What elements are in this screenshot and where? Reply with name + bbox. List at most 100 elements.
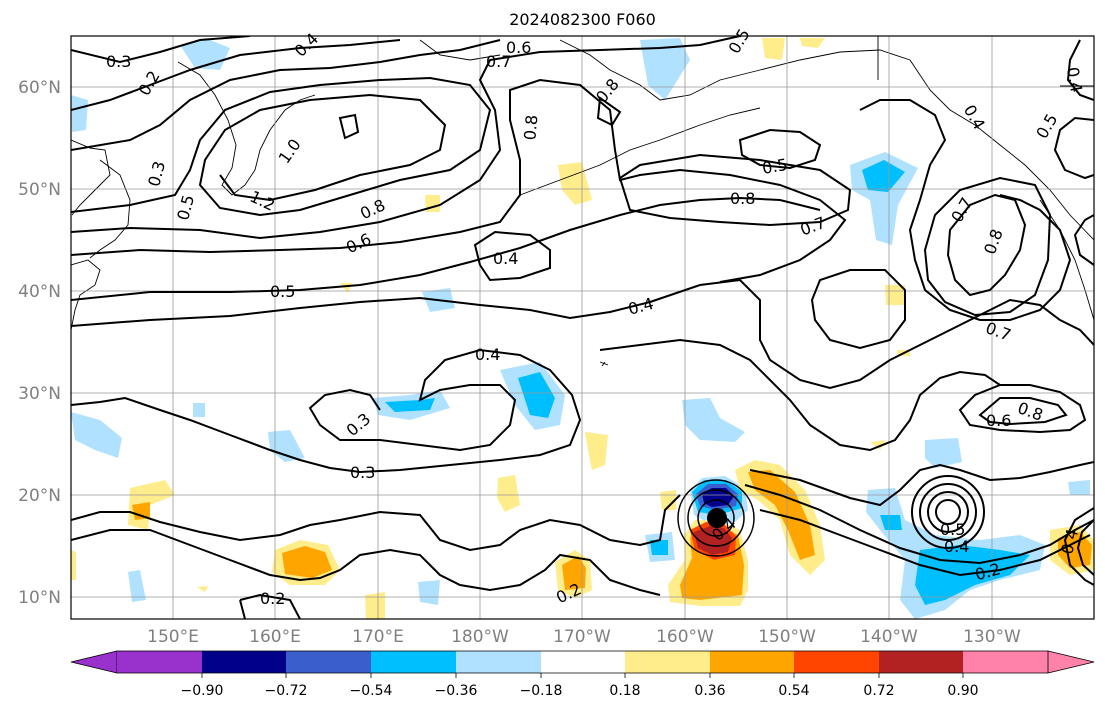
contour-label: 0.2 <box>260 589 285 608</box>
contour-line <box>71 39 401 111</box>
contour-line <box>71 36 251 64</box>
coastline-okhotsk <box>71 139 111 216</box>
contour-line <box>71 494 681 552</box>
shade-pos-mid <box>562 556 586 590</box>
shade-pos-light <box>365 592 385 619</box>
contour-line <box>1073 214 1094 266</box>
shade-pos-light <box>885 285 905 305</box>
contour-label: 0.8 <box>520 114 541 141</box>
contour-label: 0.5 <box>940 520 965 539</box>
colorbar-bin <box>710 651 794 673</box>
shade-neg-mid <box>650 540 668 555</box>
shade-neg-light <box>128 570 146 602</box>
colorbar-bin <box>286 651 371 673</box>
colorbar-tick-label: 0.90 <box>947 683 978 699</box>
contours <box>71 36 1094 619</box>
colorbar-tick-label: −0.54 <box>350 683 393 699</box>
colorbar-tick-label: 0.18 <box>609 683 640 699</box>
contour-line <box>239 593 301 619</box>
contour-ring <box>919 483 977 541</box>
coastline-aleutians <box>519 107 761 196</box>
contour-label: 0.3 <box>106 52 131 71</box>
contour-line <box>71 278 1094 390</box>
colorbar-tick-label: −0.90 <box>181 683 224 699</box>
lon-label-160e: 160°E <box>249 627 301 647</box>
coastline-kamchatka <box>177 61 316 196</box>
colorbar-bin <box>541 651 625 673</box>
colorbar-tick-label: −0.36 <box>435 683 478 699</box>
contour-line <box>71 36 741 240</box>
contour-line <box>599 338 1001 452</box>
colorbar-tick-label: 0.54 <box>778 683 809 699</box>
shade-pos-mid <box>1058 532 1092 568</box>
contour-line <box>1053 116 1094 180</box>
shade-pos-light <box>762 38 785 60</box>
border-alaska-canada <box>877 36 1094 87</box>
shaded-fields <box>71 38 1094 619</box>
coastline-bc <box>1039 199 1094 321</box>
lon-label-180w: 180°W <box>451 627 509 647</box>
shade-pos-light <box>197 586 208 592</box>
shade-neg-light <box>640 38 690 100</box>
coastline-hawaii <box>599 361 609 367</box>
contour-ring <box>687 489 745 547</box>
contour-ring <box>927 491 969 533</box>
contour-line <box>859 99 1072 321</box>
lon-label-170e: 170°E <box>352 627 404 647</box>
contour-line <box>1063 507 1094 586</box>
shade-pos-light <box>585 432 608 470</box>
coastline-north <box>419 39 501 61</box>
storm-center-marker <box>707 508 727 528</box>
contour-line <box>946 193 1027 297</box>
contour-label: 0.8 <box>730 189 755 208</box>
shade-neg-light <box>418 580 440 605</box>
lat-label-30n: 30°N <box>18 384 61 404</box>
colorbar-bin <box>879 651 963 673</box>
lat-label-50n: 50°N <box>18 180 61 200</box>
contour-label: 0.3 <box>350 463 375 482</box>
shade-pos-light <box>71 550 76 580</box>
map-frame <box>70 35 1095 620</box>
lon-label-160w: 160°W <box>656 627 714 647</box>
shade-neg-light <box>71 95 88 132</box>
map-title: 2024082300 F060 <box>509 10 656 29</box>
contour-line <box>1066 39 1094 101</box>
contour-ring <box>935 499 961 525</box>
contour-label: 0.6 <box>506 38 531 57</box>
shade-neg-light <box>682 398 745 442</box>
lon-label-150w: 150°W <box>758 627 816 647</box>
coastlines <box>71 36 1094 367</box>
colorbar-tick-label: −0.18 <box>520 683 563 699</box>
colorbar-bin <box>794 651 879 673</box>
colorbar-bin <box>371 651 456 673</box>
lon-label-170w: 170°W <box>553 627 611 647</box>
lat-label-20n: 20°N <box>18 486 61 506</box>
contour-label: 0.6 <box>986 411 1011 430</box>
colorbar-ticks <box>201 673 964 678</box>
contour-line <box>596 96 622 127</box>
map-background <box>71 36 1094 619</box>
contour-line <box>810 269 906 350</box>
shade-neg-light <box>193 403 205 417</box>
contour-line <box>71 196 821 301</box>
coastline-japan-sakhalin <box>89 159 131 259</box>
contour-line <box>473 230 551 282</box>
shade-neg-mid <box>862 160 905 192</box>
colorbar-bin <box>456 651 541 673</box>
contour-line <box>71 529 661 596</box>
contour-label: 0.4 <box>1063 66 1086 94</box>
contour-label: 0.4 <box>493 249 518 268</box>
longitude-labels: 150°E 160°E 170°E 180°W 170°W 160°W 150°… <box>147 627 1021 647</box>
colorbar-outline <box>117 650 1048 674</box>
lat-label-60n: 60°N <box>18 78 61 98</box>
shade-pos-mid <box>282 546 332 578</box>
contour-line <box>71 39 501 151</box>
shade-neg-mid <box>518 372 555 418</box>
colorbar-bin <box>117 651 202 673</box>
contour-label: 0.4 <box>475 345 500 364</box>
colorbar-tick-label: 0.36 <box>694 683 725 699</box>
lon-label-140w: 140°W <box>860 627 918 647</box>
colorbar-tick-label: −0.72 <box>265 683 308 699</box>
coastline-alaska-southeast <box>909 59 1094 241</box>
coastline-japan <box>71 259 101 331</box>
